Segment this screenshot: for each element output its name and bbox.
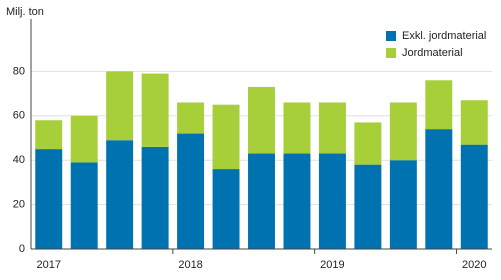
bar-segment [70,115,98,163]
legend-label: Exkl. jordmaterial [402,30,486,42]
x-tick-label: 2018 [178,259,202,271]
bar-segment [212,169,240,249]
bar-segment [141,146,169,249]
legend-swatch [386,48,396,58]
bar-segment [106,140,134,249]
bar-segment [389,102,417,161]
y-tick-label: 0 [19,243,25,255]
bar-segment [177,102,205,134]
bar-segment [283,153,311,249]
bar-segment [248,153,275,249]
bar-segment [283,102,311,154]
y-axis-label: Milj. ton [6,6,44,18]
y-tick-label: 80 [13,65,25,77]
bar-segment [354,122,382,165]
bar-segment [460,144,488,249]
x-tick-label: 2017 [36,259,60,271]
bar-segment [389,160,417,249]
y-tick-label: 40 [13,154,25,166]
y-tick-label: 60 [13,110,25,122]
bar-segment [318,102,346,154]
x-tick-label: 2019 [320,259,344,271]
bar-segment [35,120,63,150]
bar-segment [425,80,453,130]
bar-segment [425,129,453,249]
legend-swatch [386,31,396,41]
bar-segment [318,153,346,249]
bar-segment [354,164,382,249]
bar-segment [141,73,169,147]
bar-segment [248,86,275,154]
bar-segment [106,71,134,141]
bar-segment [35,149,63,249]
bar-segment [70,162,98,249]
bar-segment [177,133,205,249]
bar-segment [460,100,488,145]
bar-segment [212,104,240,170]
y-tick-label: 20 [13,199,25,211]
legend-label: Jordmaterial [402,47,463,59]
x-tick-label: 2020 [462,259,486,271]
